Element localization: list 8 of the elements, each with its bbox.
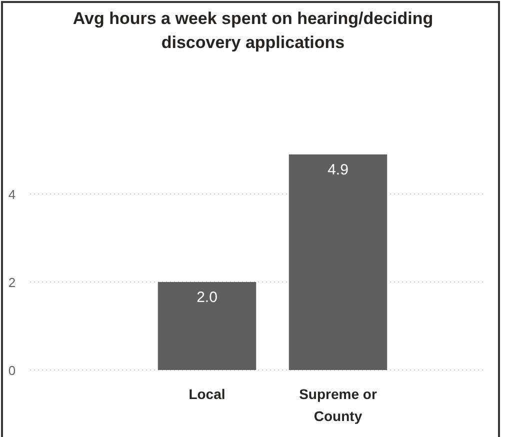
y-tick-label: 0 (8, 363, 16, 378)
y-tick-label: 4 (8, 187, 16, 202)
x-tick-label: Supreme or County (299, 386, 378, 424)
data-label: 2.0 (196, 289, 218, 306)
data-label: 4.9 (328, 161, 348, 178)
x-tick-label: Local (188, 386, 226, 402)
y-tick-label: 2 (8, 275, 16, 290)
chart-title: Avg hours a week spent on hearing/deciding discovery applications (72, 9, 434, 52)
